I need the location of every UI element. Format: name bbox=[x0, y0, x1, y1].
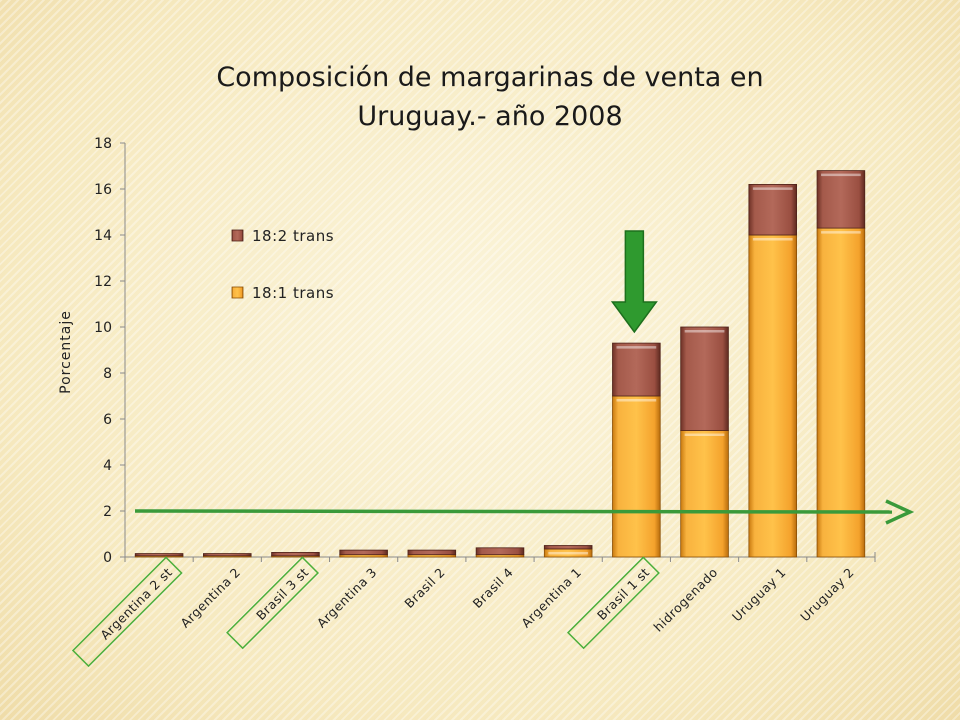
x-label-group: Uruguay 2 bbox=[797, 565, 857, 625]
bars bbox=[134, 170, 866, 558]
x-tick-label: Argentina 2 st bbox=[97, 565, 175, 643]
chart-title-line-1: Composición de margarinas de venta en bbox=[216, 62, 763, 93]
bar-highlight bbox=[752, 238, 793, 241]
x-label-highlight-box bbox=[71, 556, 183, 668]
x-tick-label: Brasil 3 st bbox=[253, 565, 311, 623]
y-tick-label: 6 bbox=[103, 412, 112, 428]
x-label-highlight-box bbox=[226, 556, 320, 650]
bar-18-2-trans bbox=[407, 549, 457, 556]
x-axis-labels: Argentina 2 st Argentina 2 Brasil 3 st Arge… bbox=[71, 556, 857, 668]
x-tick-label: Argentina 2 bbox=[177, 565, 243, 631]
x-tick-label: Brasil 4 bbox=[470, 565, 517, 612]
y-tick-label: 16 bbox=[94, 182, 112, 198]
x-label-group: Brasil 4 bbox=[470, 565, 517, 612]
bar-18-2-trans bbox=[339, 549, 388, 556]
bar-highlight bbox=[821, 173, 861, 177]
y-tick-label: 18 bbox=[94, 136, 112, 152]
bar-18-2-trans bbox=[271, 552, 320, 557]
y-axis-label: Porcentaje bbox=[58, 310, 74, 394]
x-label-group: Brasil 3 st bbox=[226, 556, 320, 650]
bar-18-2-trans bbox=[543, 545, 593, 550]
y-tick-label: 12 bbox=[94, 274, 112, 290]
bar-highlight bbox=[752, 187, 793, 190]
bar-18-2-trans bbox=[134, 553, 184, 557]
chart-title-line-2: Uruguay.- año 2008 bbox=[357, 101, 622, 132]
x-tick-label: Brasil 1 st bbox=[594, 565, 652, 623]
x-label-group: Brasil 2 bbox=[401, 565, 448, 612]
y-tick-label: 14 bbox=[94, 228, 112, 244]
x-tick-label: Argentina 1 bbox=[518, 565, 584, 631]
x-tick-label: Brasil 2 bbox=[401, 565, 448, 612]
reference-line bbox=[134, 509, 893, 514]
bar-18-1-trans bbox=[748, 234, 797, 558]
x-label-highlight-box bbox=[566, 556, 660, 650]
bar-18-2-trans bbox=[612, 342, 661, 397]
bar-18-2-trans bbox=[748, 183, 797, 236]
legend: 18:2 trans 18:1 trans bbox=[231, 227, 334, 302]
bar-highlight bbox=[616, 399, 657, 402]
legend-label: 18:1 trans bbox=[252, 284, 334, 302]
y-tick-label: 2 bbox=[103, 504, 112, 520]
y-tick-label: 8 bbox=[103, 366, 112, 382]
bar-18-2-trans bbox=[680, 326, 729, 431]
bar-highlight bbox=[684, 330, 725, 333]
x-tick-label: Uruguay 1 bbox=[729, 565, 789, 625]
bar-18-1-trans bbox=[680, 430, 729, 558]
x-label-group: Argentina 2 st bbox=[71, 556, 183, 668]
x-tick-label: hidrogenado bbox=[651, 565, 721, 635]
y-tick-label: 10 bbox=[94, 320, 112, 336]
x-label-group: Argentina 3 bbox=[314, 565, 380, 631]
bar-highlight bbox=[548, 551, 589, 555]
chart-title: Composición de margarinas de venta en Ur… bbox=[216, 62, 763, 132]
y-axis-ticks: 0 2 4 6 8 10 12 14 16 18 bbox=[94, 136, 125, 566]
y-tick-label: 0 bbox=[103, 550, 112, 566]
legend-swatch bbox=[231, 229, 244, 242]
x-label-group: Argentina 1 bbox=[518, 565, 584, 631]
bar-18-2-trans bbox=[203, 553, 252, 557]
x-label-group: Uruguay 1 bbox=[729, 565, 789, 625]
x-label-group: Brasil 1 st bbox=[566, 556, 660, 650]
legend-label: 18:2 trans bbox=[252, 227, 334, 245]
bar-18-1-trans bbox=[816, 227, 866, 558]
bar-18-1-trans bbox=[612, 395, 661, 558]
x-label-group: hidrogenado bbox=[651, 565, 721, 635]
bar-highlight bbox=[821, 231, 861, 234]
down-arrow-icon bbox=[610, 230, 658, 334]
y-tick-label: 4 bbox=[103, 458, 112, 474]
x-tick-label: Uruguay 2 bbox=[797, 565, 857, 625]
x-tick-label: Argentina 3 bbox=[314, 565, 380, 631]
annotations bbox=[134, 230, 915, 525]
bar-18-2-trans bbox=[816, 170, 866, 229]
reference-arrow-head bbox=[885, 499, 915, 525]
x-label-group: Argentina 2 bbox=[177, 565, 243, 631]
bar-highlight bbox=[684, 433, 725, 436]
bar-18-2-trans bbox=[475, 547, 525, 556]
bar-highlight bbox=[616, 346, 657, 349]
legend-swatch bbox=[231, 286, 244, 299]
